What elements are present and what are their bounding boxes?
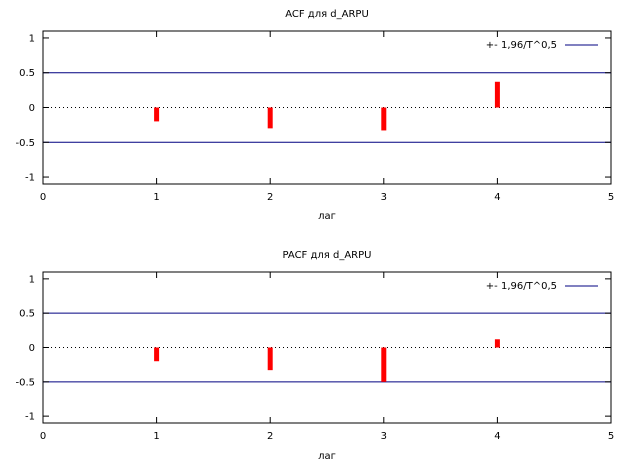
- pacf-y-tick-label: 0: [29, 343, 35, 354]
- pacf-x-tick-label: 4: [494, 431, 500, 442]
- pacf-y-tick-label: 0.5: [19, 309, 35, 320]
- acf-legend: +- 1,96/T^0,5: [486, 40, 557, 51]
- pacf-bar-lag-4: [494, 339, 500, 348]
- acf-x-tick-label: 5: [608, 192, 614, 203]
- pacf-bar-lag-3: [381, 347, 387, 382]
- pacf-bar-lag-2: [267, 347, 273, 371]
- acf-y-tick-label: 0.5: [19, 68, 35, 79]
- pacf-y-tick-label: 1: [29, 274, 35, 285]
- acf-x-tick-label: 3: [381, 192, 387, 203]
- acf-chart-panel: ACF для d_ARPU лаг +- 1,96/T^0,5 1 0.5 0 -0…: [15, 9, 614, 222]
- acf-bar-lag-1: [154, 107, 160, 122]
- acf-chart-title: ACF для d_ARPU: [285, 9, 369, 20]
- acf-bar-lag-3: [381, 107, 387, 131]
- acf-bar-lag-4: [494, 81, 500, 108]
- pacf-legend: +- 1,96/T^0,5: [486, 281, 557, 292]
- acf-y-tick-label: 0: [29, 103, 35, 114]
- pacf-x-tick-label: 0: [40, 431, 46, 442]
- acf-x-tick-label: 0: [40, 192, 46, 203]
- pacf-x-tick-label: 3: [381, 431, 387, 442]
- acf-x-tick-label: 4: [494, 192, 500, 203]
- acf-y-tick-label: 1: [29, 33, 35, 44]
- acf-x-tick-label: 1: [153, 192, 159, 203]
- pacf-x-tick-label: 5: [608, 431, 614, 442]
- acf-x-tick-label: 2: [267, 192, 273, 203]
- acf-y-tick-label: -1: [25, 173, 35, 184]
- pacf-y-tick-label: -1: [25, 412, 35, 423]
- acf-bar-lag-2: [267, 107, 273, 129]
- pacf-x-tick-label: 2: [267, 431, 273, 442]
- acf-legend-label: +- 1,96/T^0,5: [486, 40, 557, 51]
- acf-y-tick-label: -0.5: [15, 138, 35, 149]
- pacf-chart-panel: PACF для d_ARPU лаг +- 1,96/T^0,5 10.50-…: [15, 250, 614, 462]
- pacf-bar-lag-1: [154, 347, 160, 362]
- pacf-x-tick-label: 1: [153, 431, 159, 442]
- pacf-y-tick-label: -0.5: [15, 377, 35, 388]
- pacf-chart-title: PACF для d_ARPU: [283, 250, 372, 261]
- pacf-x-axis-label: лаг: [318, 451, 336, 462]
- acf-x-axis-label: лаг: [318, 211, 336, 222]
- pacf-legend-label: +- 1,96/T^0,5: [486, 281, 557, 292]
